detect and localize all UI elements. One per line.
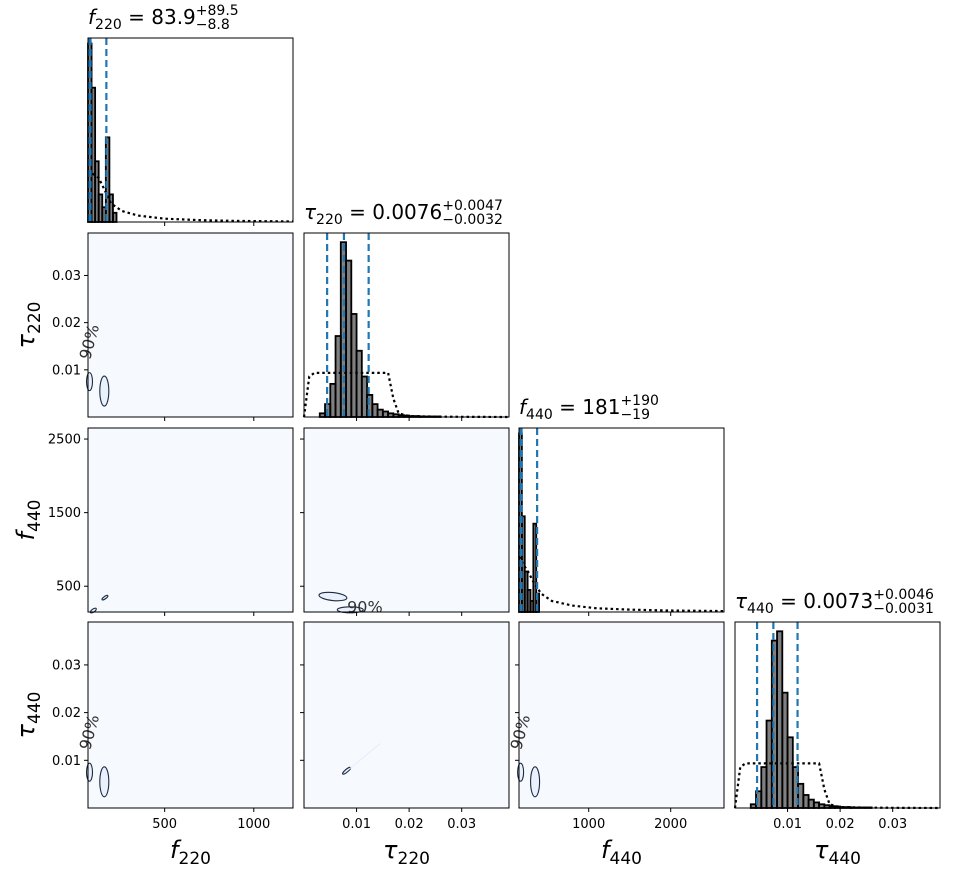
panel-frame [87, 232, 294, 418]
axis-labels: f220 τ220 f440 τ440 τ220 f440 τ440 [12, 302, 861, 869]
contour-90 [336, 606, 364, 614]
contour-90 [101, 594, 109, 601]
diagonal-title-1: τ220 = 0.0076+0.0047 −0.0032 [304, 198, 503, 228]
y-tick-label: 0.02 [52, 706, 81, 721]
prior-line-3 [733, 762, 941, 810]
x-tick-label: 2000 [654, 817, 687, 832]
panel-bg [88, 622, 293, 808]
x-tick-label: 1000 [237, 817, 270, 832]
contour-90 [85, 762, 94, 782]
x-tick-label: 0.01 [773, 817, 802, 832]
panel-frame [303, 232, 510, 418]
panel-frame [303, 427, 510, 613]
hist-fill-1 [304, 242, 509, 417]
contour-90 [318, 591, 348, 602]
contour-90 [99, 766, 110, 798]
scatter-panel-3-1 [303, 621, 510, 809]
x-tick-label: 1000 [572, 817, 605, 832]
panel-frame [518, 621, 725, 809]
hist-panel-2 [518, 427, 725, 613]
x-tick-label: 0.03 [878, 817, 907, 832]
y-tick-label: 0.03 [52, 658, 81, 673]
scatter-panel-3-2: 90% [507, 621, 725, 809]
prior-line-1 [302, 371, 510, 419]
diagonal-title-2: f440 = 181+190 −19 [519, 393, 659, 423]
y-tick-label: 0.01 [52, 754, 81, 769]
y-axis-label-1: τ220 [12, 302, 45, 349]
x-tick-label: 500 [152, 817, 177, 832]
hist-panel-0 [87, 37, 294, 223]
contour-90 [517, 762, 525, 782]
scatter-panel-1-0: 90% [76, 232, 294, 418]
y-tick-label: 0.01 [52, 363, 81, 378]
x-axis-label-0: f220 [170, 836, 211, 869]
panel-bg [519, 622, 724, 808]
contour-90 [85, 372, 94, 392]
panel-bg [304, 428, 509, 612]
x-tick-label: 0.01 [342, 817, 371, 832]
x-tick-label: 0.02 [395, 817, 424, 832]
panel-frame [303, 621, 510, 809]
x-axis-label-3: τ440 [814, 836, 861, 869]
panels: 90% 90% 90% 90% 500 1000 0.01 0.02 0.03 1000 2000 0… [48, 37, 941, 832]
contour-label: 90% [347, 597, 383, 616]
y-tick-label: 2500 [48, 433, 81, 448]
hist-panel-1 [302, 232, 510, 419]
x-tick-label: 0.02 [826, 817, 855, 832]
y-tick-label: 0.02 [52, 316, 81, 331]
panel-frame [518, 427, 725, 613]
scatter-panel-2-1: 90% [303, 427, 510, 616]
x-tick-label: 0.03 [447, 817, 476, 832]
x-axis-label-1: τ220 [383, 836, 430, 869]
faint-streak [346, 743, 381, 772]
diagonal-titles: f220 = 83.9+89.5 −8.8 τ220 = 0.0076+0.0047… [88, 3, 934, 617]
panel-bg [88, 233, 293, 417]
panel-bg [304, 622, 509, 808]
hist-panel-3 [733, 621, 941, 810]
y-axis-label-3: τ440 [12, 692, 45, 739]
y-tick-label: 1500 [48, 506, 81, 521]
x-axis-label-2: f440 [601, 836, 642, 869]
scatter-panel-2-0 [87, 427, 294, 614]
panel-frame [87, 621, 294, 809]
diagonal-title-3: τ440 = 0.0073+0.0046 −0.0031 [735, 587, 934, 617]
scatter-panel-3-0: 90% [76, 621, 294, 809]
contour-90 [99, 375, 110, 407]
panel-frame [87, 37, 294, 223]
y-axis-label-2: f440 [12, 500, 45, 541]
panel-frame [87, 427, 294, 613]
prior-line-0 [87, 169, 294, 223]
diagonal-title-0: f220 = 83.9+89.5 −8.8 [88, 3, 239, 33]
y-tick-label: 0.03 [52, 269, 81, 284]
contour-90 [530, 766, 541, 798]
y-tick-label: 500 [56, 580, 81, 595]
panel-frame [734, 621, 941, 809]
panel-bg [88, 428, 293, 612]
prior-line-2 [518, 556, 725, 613]
